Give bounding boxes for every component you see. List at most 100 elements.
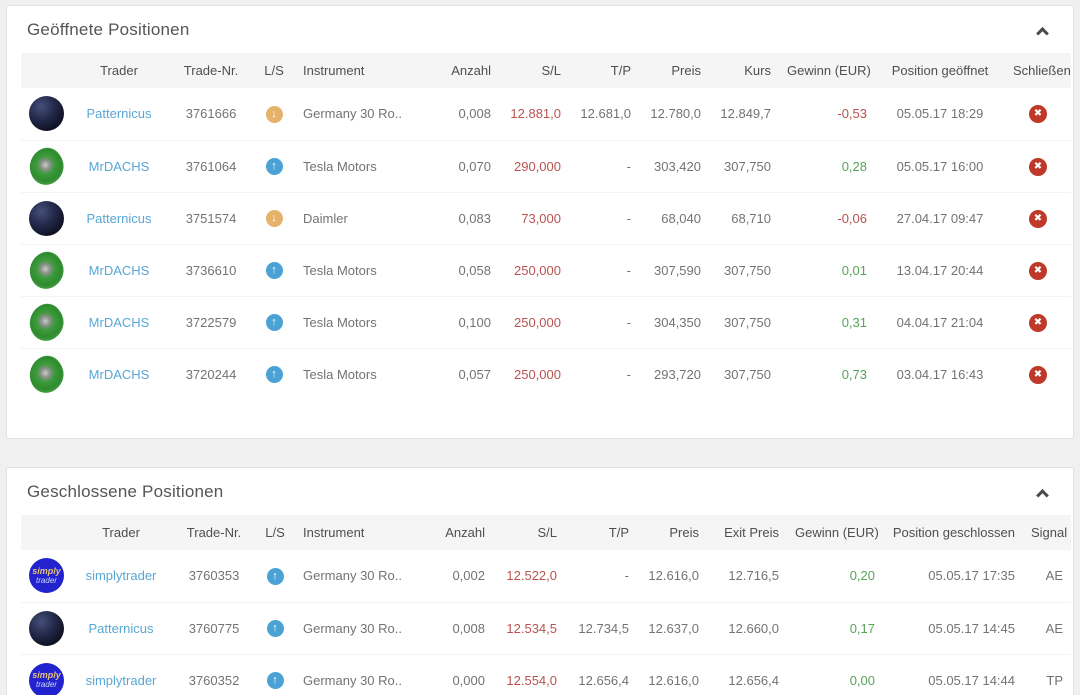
trader-cell: simplytrader — [69, 654, 173, 695]
ls-cell: ↑ — [255, 654, 295, 695]
trade-nr-value: 3760353 — [173, 550, 255, 603]
instrument-value: Germany 30 Ro.. — [295, 550, 425, 603]
instrument-value: Tesla Motors — [295, 140, 427, 193]
ls-cell: ↓ — [253, 88, 295, 141]
column-header-sl: S/L — [499, 53, 569, 88]
trader-link[interactable]: Patternicus — [86, 106, 152, 122]
avatar-cell — [21, 88, 69, 141]
open-positions-collapse-button[interactable] — [1029, 19, 1055, 41]
trader-link[interactable]: MrDACHS — [88, 366, 150, 382]
close-x-icon: ✖ — [1029, 105, 1047, 124]
closed-positions-table-header-row: Trader Trade-Nr. L/S Instrument Anzahl S/L T/P… — [21, 515, 1071, 550]
opened-value: 13.04.17 20:44 — [875, 244, 1005, 297]
sl-value: 250,000 — [514, 366, 561, 382]
table-row: MrDACHS 3736610 ↑ Tesla Motors 0,058 250,000-… — [21, 244, 1071, 297]
close-cell: ✖ — [1005, 192, 1071, 245]
close-position-button[interactable]: ✖ — [1029, 209, 1047, 228]
short-arrow-down-icon: ↓ — [265, 210, 283, 227]
close-position-button[interactable]: ✖ — [1029, 313, 1047, 332]
column-header-exit_preis: Exit Preis — [707, 515, 787, 550]
column-header-instrument: Instrument — [295, 515, 425, 550]
open-positions-panel: Geöffnete Positionen Trader Trade-Nr. L/S I… — [6, 5, 1074, 439]
closed-positions-table: Trader Trade-Nr. L/S Instrument Anzahl S/L T/P… — [21, 515, 1071, 695]
mrdachs-avatar — [22, 245, 69, 295]
open-positions-table: Trader Trade-Nr. L/S Instrument Anzahl S/L T/P… — [21, 53, 1071, 400]
table-row: simply trader simplytrader 3760353 ↑ Germany … — [21, 550, 1071, 603]
patternicus-avatar — [29, 200, 64, 236]
column-header-avatar — [21, 515, 69, 550]
close-x-icon: ✖ — [1029, 157, 1047, 176]
close-position-button[interactable]: ✖ — [1029, 365, 1047, 384]
tp-value: - — [569, 296, 639, 349]
trader-link[interactable]: Patternicus — [88, 620, 154, 636]
preis-value: 68,040 — [639, 192, 709, 245]
trader-cell: MrDACHS — [69, 296, 169, 349]
column-header-closed: Position geschlossen — [883, 515, 1023, 550]
close-position-button[interactable]: ✖ — [1029, 157, 1047, 176]
tp-value: - — [565, 550, 637, 603]
kurs-value: 307,750 — [709, 244, 779, 297]
close-x-icon: ✖ — [1029, 313, 1047, 332]
column-header-gewinn: Gewinn (EUR) — [787, 515, 883, 550]
kurs-value: 307,750 — [709, 296, 779, 349]
trader-link[interactable]: MrDACHS — [88, 158, 150, 174]
gewinn-value: 0,20 — [787, 550, 883, 603]
column-header-preis: Preis — [637, 515, 707, 550]
chevron-up-icon — [1035, 488, 1049, 502]
gewinn-value: 0,73 — [841, 366, 867, 382]
trader-cell: Patternicus — [69, 88, 169, 141]
tp-value: 12.656,4 — [578, 672, 629, 688]
instrument-value: Tesla Motors — [303, 366, 377, 382]
column-header-kurs: Kurs — [709, 53, 779, 88]
closed-positions-collapse-button[interactable] — [1029, 481, 1055, 503]
instrument-value: Germany 30 Ro.. — [295, 88, 427, 141]
preis-value: 304,350 — [639, 296, 709, 349]
gewinn-value: -0,53 — [779, 88, 875, 141]
avatar-cell: simply trader — [21, 550, 69, 603]
trader-link[interactable]: simplytrader — [85, 672, 157, 688]
column-header-ls: L/S — [253, 53, 295, 88]
anzahl-value: 0,057 — [458, 366, 491, 382]
close-position-button[interactable]: ✖ — [1029, 261, 1047, 280]
avatar-text: trader — [36, 680, 57, 690]
avatar-cell — [21, 602, 69, 655]
trader-link[interactable]: MrDACHS — [88, 262, 150, 278]
avatar-cell — [21, 140, 69, 193]
sl-value: 12.522,0 — [493, 550, 565, 603]
tp-value: - — [569, 140, 639, 193]
trade-nr-value: 3722579 — [169, 296, 253, 349]
anzahl-value: 0,070 — [427, 140, 499, 193]
long-arrow-up-icon: ↑ — [266, 620, 284, 637]
gewinn-value: 0,31 — [779, 296, 875, 349]
sl-value: 290,000 — [499, 140, 569, 193]
avatar-text: trader — [36, 575, 57, 585]
open-positions-table-header-row: Trader Trade-Nr. L/S Instrument Anzahl S/L T/P… — [21, 53, 1071, 88]
anzahl-value: 0,100 — [427, 296, 499, 349]
trader-link[interactable]: simplytrader — [85, 568, 157, 584]
tp-value: 12.681,0 — [569, 88, 639, 141]
opened-value: 05.05.17 18:29 — [875, 88, 1005, 141]
mrdachs-avatar — [22, 297, 69, 347]
instrument-value: Tesla Motors — [295, 296, 427, 349]
ls-cell: ↑ — [253, 348, 295, 400]
tp-value: - — [569, 244, 639, 297]
avatar-cell — [21, 348, 69, 400]
short-arrow-down-icon: ↓ — [265, 105, 283, 123]
preis-value: 12.637,0 — [637, 602, 707, 655]
trader-cell: MrDACHS — [69, 348, 169, 400]
trader-link[interactable]: Patternicus — [86, 210, 152, 226]
column-header-trader: Trader — [69, 515, 173, 550]
close-cell: ✖ — [1005, 88, 1071, 141]
column-header-preis: Preis — [639, 53, 709, 88]
preis-value: 307,590 — [639, 244, 709, 297]
close-position-button[interactable]: ✖ — [1029, 104, 1047, 124]
trader-link[interactable]: MrDACHS — [88, 314, 150, 330]
ls-cell: ↓ — [253, 192, 295, 245]
anzahl-value: 0,083 — [427, 192, 499, 245]
long-arrow-up-icon: ↑ — [266, 567, 284, 585]
trader-cell: Patternicus — [69, 192, 169, 245]
table-row: simply trader simplytrader 3760352 ↑ Germany … — [21, 654, 1071, 695]
kurs-value: 12.849,7 — [709, 88, 779, 141]
kurs-value: 68,710 — [709, 192, 779, 245]
trade-nr-value: 3760352 — [188, 672, 240, 688]
